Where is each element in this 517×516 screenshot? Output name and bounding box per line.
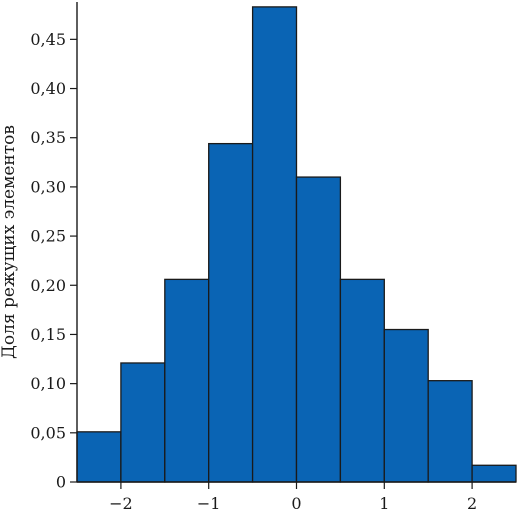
histogram-bar-8 xyxy=(427,380,473,483)
x-tick-label: 1 xyxy=(379,494,389,513)
y-tick-label: 0,05 xyxy=(30,423,66,442)
histogram-bar-0 xyxy=(76,431,122,483)
y-tick-label: 0,10 xyxy=(30,374,66,393)
histogram-bar-7 xyxy=(383,328,429,483)
histogram-bar-3 xyxy=(208,142,254,483)
x-tick-label: −2 xyxy=(109,494,133,513)
y-tick-label: 0,45 xyxy=(30,30,66,49)
y-tick-label: 0 xyxy=(56,473,66,492)
x-tick-label: 0 xyxy=(291,494,301,513)
y-tick-label: 0,30 xyxy=(30,177,66,196)
x-tick-label: −1 xyxy=(197,494,221,513)
y-tick-label: 0,35 xyxy=(30,128,66,147)
y-tick-label: 0,15 xyxy=(30,325,66,344)
y-tick-label: 0,20 xyxy=(30,276,66,295)
y-tick-label: 0,25 xyxy=(30,227,66,246)
histogram-bar-6 xyxy=(339,278,385,483)
bars-group xyxy=(76,6,517,483)
x-axis-ticks: −2 −1 0 1 2 xyxy=(109,482,477,513)
histogram-bar-9 xyxy=(471,464,517,483)
histogram-bar-4 xyxy=(251,6,298,483)
y-axis-label: Доля режущих элементов xyxy=(0,125,19,359)
histogram-bar-1 xyxy=(120,362,166,483)
histogram-bar-2 xyxy=(164,278,210,483)
histogram-bar-5 xyxy=(295,176,342,483)
y-tick-label: 0,40 xyxy=(30,79,66,98)
x-tick-label: 2 xyxy=(467,494,477,513)
y-axis-ticks: 0 0,05 0,10 0,15 0,20 0,25 0,30 0,35 0,40 0,45 xyxy=(30,30,77,492)
